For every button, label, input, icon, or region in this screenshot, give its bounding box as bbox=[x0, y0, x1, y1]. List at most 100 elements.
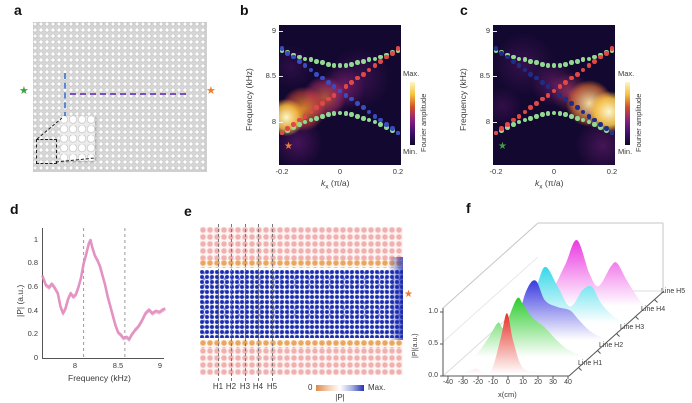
red-branch-dot bbox=[302, 114, 308, 119]
f-xtick: -30 bbox=[457, 379, 469, 386]
h5-line bbox=[272, 224, 273, 381]
d-xtick: 8.5 bbox=[112, 361, 124, 370]
f-line-label: Line H5 bbox=[661, 288, 686, 295]
f-xtick: -10 bbox=[487, 379, 499, 386]
c-heatmap bbox=[493, 25, 615, 165]
red-branch-dot bbox=[574, 72, 580, 77]
upper-band-dot bbox=[337, 62, 343, 68]
b-xtick: 0 bbox=[337, 167, 343, 176]
blue-branch-dot bbox=[331, 84, 337, 89]
f-line-label: Line H2 bbox=[599, 342, 624, 349]
blue-branch-dot bbox=[528, 72, 534, 77]
red-branch-dot bbox=[563, 80, 568, 85]
upper-band-dot bbox=[355, 60, 360, 65]
red-branch-dot bbox=[545, 93, 551, 98]
red-branch-dot bbox=[378, 59, 383, 64]
red-branch-dot bbox=[291, 122, 296, 128]
upper-band-dot bbox=[528, 59, 534, 64]
c-ytick: 8 bbox=[485, 117, 490, 126]
pillar-inset bbox=[60, 116, 95, 161]
red-branch-dot bbox=[499, 126, 504, 131]
f-xlabel: x(cm) bbox=[498, 390, 517, 399]
blue-branch-dot bbox=[499, 51, 504, 56]
blue-branch-dot bbox=[314, 72, 320, 77]
red-branch-dot bbox=[349, 80, 354, 85]
orange-row-bottom bbox=[200, 340, 403, 348]
d-xtick: 8 bbox=[72, 361, 78, 370]
blue-branch-dot bbox=[360, 105, 366, 110]
upper-band-dot bbox=[297, 54, 302, 60]
blue-arrow-band bbox=[200, 270, 403, 338]
red-branch-dot bbox=[297, 117, 302, 123]
b-ytick: 8.5 bbox=[265, 71, 276, 80]
e-cbar-zero: 0 bbox=[308, 383, 313, 392]
lower-band-dot bbox=[516, 119, 522, 125]
d-ytick: 0.8 bbox=[27, 258, 38, 267]
red-branch-dot bbox=[389, 51, 395, 56]
lower-band-dot bbox=[557, 111, 563, 117]
red-branch-dot bbox=[355, 75, 360, 81]
c-cbar-min: Min. bbox=[618, 147, 633, 156]
lower-band-dot bbox=[297, 122, 302, 128]
lower-band-dot bbox=[378, 122, 383, 128]
red-branch-dot bbox=[551, 88, 557, 94]
blue-branch-dot bbox=[569, 101, 574, 106]
lower-band-dot bbox=[360, 116, 366, 121]
lower-band-dot bbox=[372, 119, 378, 125]
blue-branch-dot bbox=[384, 122, 389, 128]
f-ytick: 0.0 bbox=[428, 372, 438, 379]
red-branch-dot bbox=[609, 46, 615, 52]
blue-branch-dot bbox=[389, 126, 395, 131]
blue-branch-dot bbox=[279, 46, 285, 52]
b-ylabel: Frequency (kHz) bbox=[244, 68, 254, 131]
h4-line bbox=[258, 224, 259, 381]
green-star-icon: ★ bbox=[498, 141, 507, 152]
d-plot bbox=[42, 228, 164, 359]
d-ytick: 1 bbox=[33, 235, 38, 244]
lower-band-dot bbox=[384, 125, 389, 130]
blue-branch-dot bbox=[302, 62, 308, 68]
panel-d-label: d bbox=[10, 201, 19, 217]
blue-branch-dot bbox=[493, 46, 499, 52]
blue-branch-dot bbox=[598, 122, 603, 128]
d-ytick: 0.2 bbox=[27, 329, 38, 338]
red-branch-dot bbox=[314, 105, 320, 110]
pink-lattice-bottom bbox=[200, 348, 403, 375]
red-branch-dot bbox=[598, 54, 603, 60]
orange-star-icon: ★ bbox=[404, 289, 413, 300]
blue-branch-dot bbox=[580, 109, 586, 115]
lower-band-dot bbox=[355, 114, 360, 119]
red-branch-dot bbox=[586, 62, 592, 68]
blue-branch-dot bbox=[337, 88, 343, 94]
blue-flare bbox=[388, 257, 403, 352]
lower-band-dot bbox=[505, 125, 510, 130]
blue-branch-dot bbox=[522, 67, 528, 73]
b-ytick: 8 bbox=[271, 117, 276, 126]
blue-branch-dot bbox=[603, 126, 609, 131]
c-colorbar bbox=[625, 82, 630, 145]
upper-band-dot bbox=[372, 56, 378, 62]
f-ylabel: |P|(a.u.) bbox=[412, 333, 419, 358]
c-xtick: 0.2 bbox=[606, 167, 618, 176]
red-branch-dot bbox=[320, 101, 325, 106]
lower-band-dot bbox=[366, 117, 372, 123]
blue-branch-dot bbox=[516, 62, 522, 68]
blue-branch-dot bbox=[355, 101, 360, 106]
f-line-label: Line H4 bbox=[641, 306, 666, 313]
h2-label: H2 bbox=[225, 382, 237, 391]
red-branch-dot bbox=[603, 51, 609, 56]
e-field-map bbox=[200, 227, 403, 375]
lower-band-dot bbox=[291, 125, 296, 130]
upper-band-dot bbox=[331, 62, 337, 68]
panel-f-label: f bbox=[466, 200, 471, 216]
h3-label: H3 bbox=[239, 382, 251, 391]
d-xtick: 9 bbox=[157, 361, 163, 370]
upper-band-dot bbox=[320, 60, 325, 65]
red-branch-dot bbox=[493, 130, 499, 136]
b-heatmap bbox=[279, 25, 401, 165]
f-xtick: 40 bbox=[564, 379, 572, 386]
c-ytick: 8.5 bbox=[479, 71, 490, 80]
h3-line bbox=[245, 224, 246, 381]
b-cbar-label: Fourier amplitude bbox=[419, 93, 428, 152]
blue-branch-dot bbox=[308, 67, 314, 73]
